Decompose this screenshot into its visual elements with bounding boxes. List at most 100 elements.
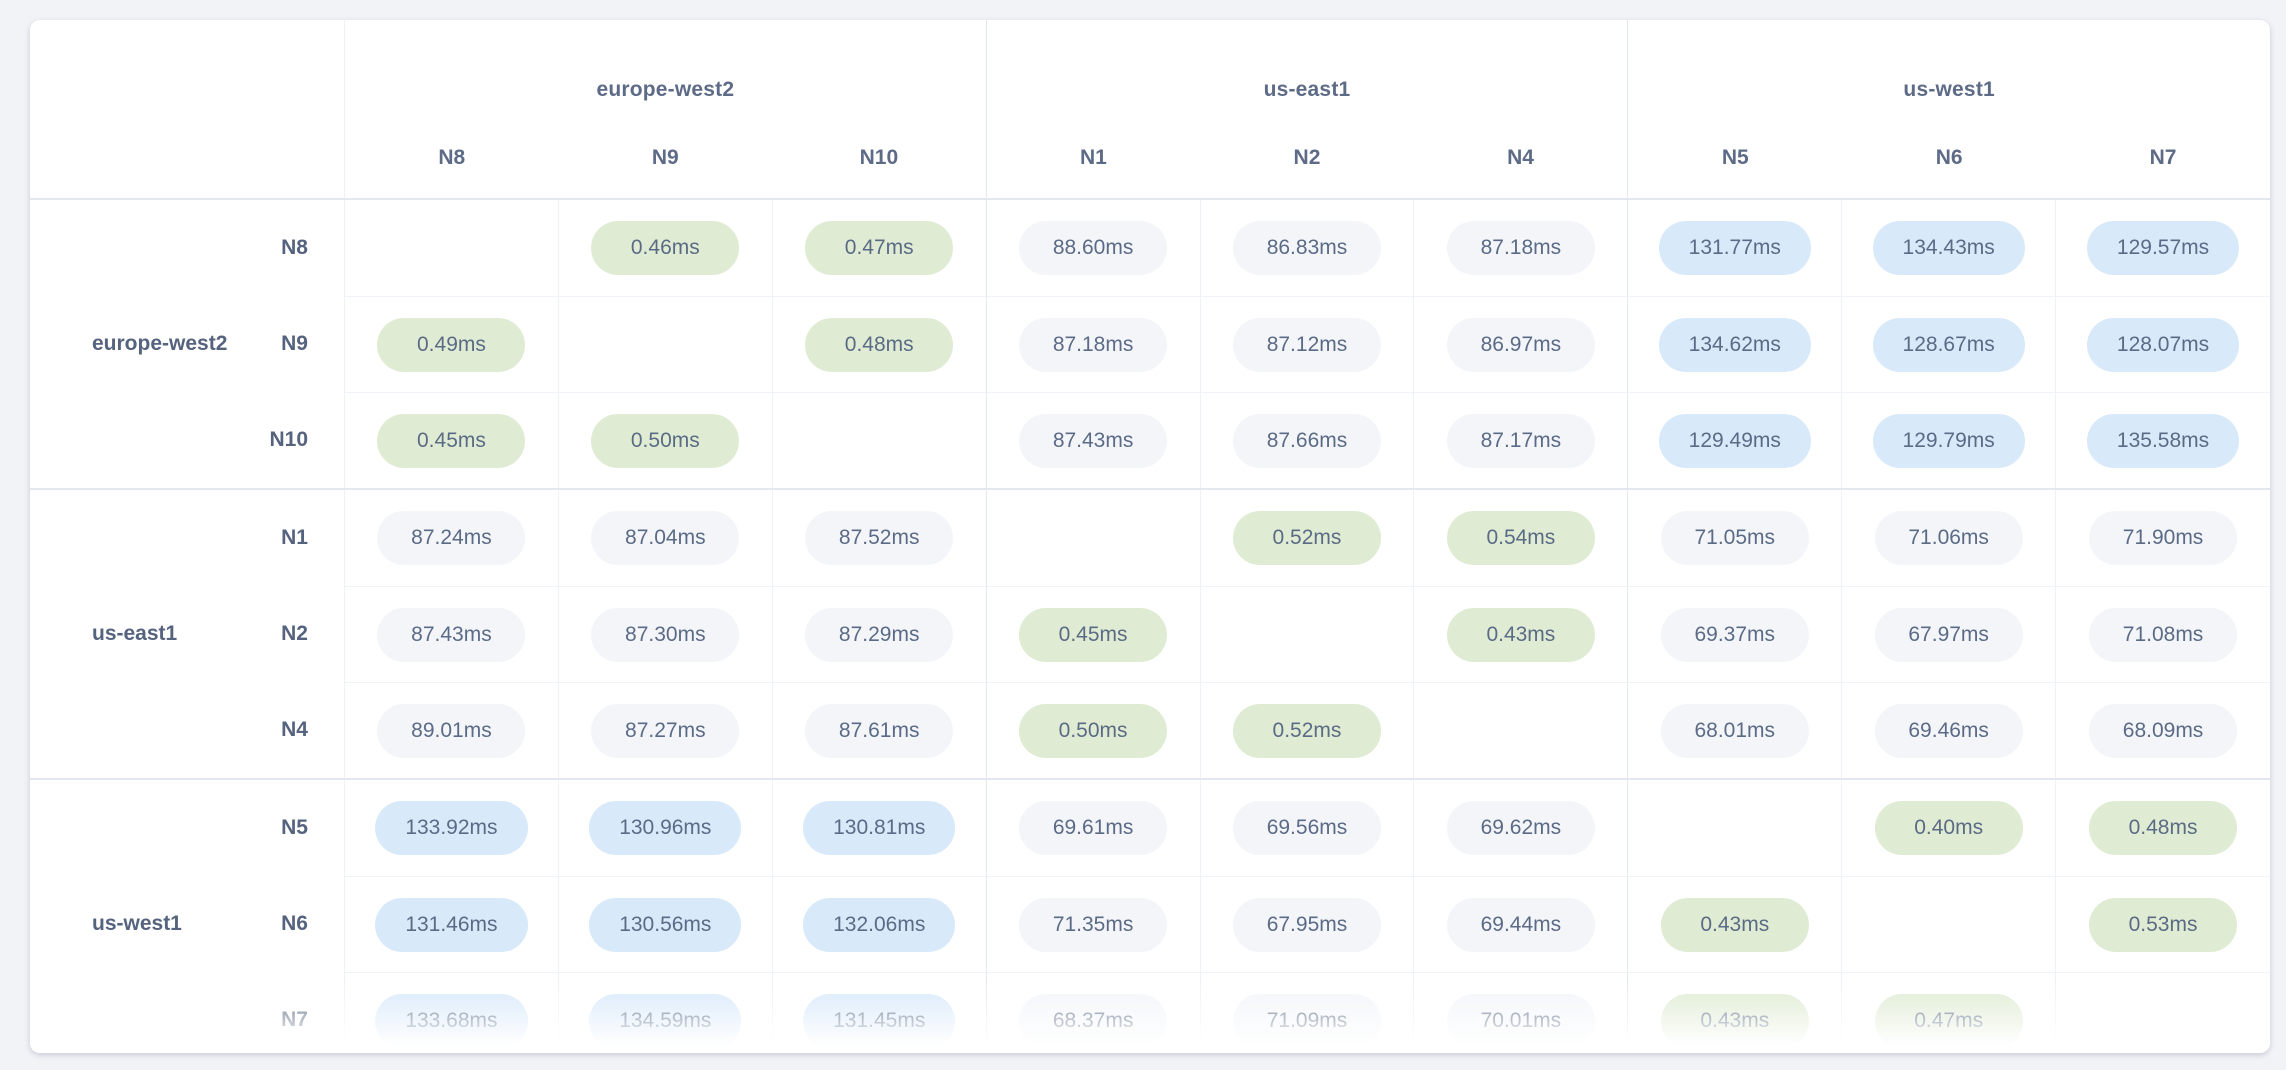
latency-pill[interactable]: 0.54ms bbox=[1446, 511, 1595, 565]
latency-pill[interactable]: 69.44ms bbox=[1446, 897, 1595, 952]
latency-cell: 71.35ms bbox=[986, 876, 1201, 972]
latency-pill[interactable]: 0.43ms bbox=[1660, 993, 1809, 1048]
latency-pill[interactable]: 69.56ms bbox=[1232, 801, 1381, 855]
latency-pill[interactable]: 87.18ms bbox=[1019, 317, 1168, 372]
latency-cell: 87.24ms bbox=[345, 490, 559, 586]
latency-pill[interactable]: 71.09ms bbox=[1232, 993, 1381, 1048]
latency-pill[interactable]: 87.29ms bbox=[805, 607, 954, 662]
latency-pill[interactable]: 0.46ms bbox=[591, 221, 740, 275]
latency-cell: 128.07ms bbox=[2056, 296, 2270, 392]
latency-pill[interactable]: 129.49ms bbox=[1658, 413, 1811, 468]
latency-cell: 69.56ms bbox=[1201, 780, 1415, 876]
column-node-row: N5 N6 N7 bbox=[1628, 146, 2270, 198]
latency-pill[interactable]: 67.97ms bbox=[1874, 607, 2023, 662]
latency-pill[interactable]: 71.08ms bbox=[2089, 607, 2238, 662]
latency-pill[interactable]: 0.48ms bbox=[2089, 801, 2238, 855]
latency-pill[interactable]: 87.30ms bbox=[591, 607, 740, 662]
latency-pill[interactable]: 135.58ms bbox=[2086, 413, 2240, 468]
latency-pill[interactable]: 68.01ms bbox=[1660, 703, 1809, 758]
matrix-body: europe-west2 N8 N9 N10 0.46ms 0.47ms 88.60ms 86… bbox=[30, 200, 2270, 1053]
latency-pill[interactable]: 134.43ms bbox=[1872, 221, 2025, 275]
latency-pill[interactable]: 87.61ms bbox=[805, 703, 954, 758]
latency-pill[interactable]: 134.62ms bbox=[1658, 317, 1811, 372]
latency-cell: 128.67ms bbox=[1842, 296, 2057, 392]
latency-cell: 68.01ms bbox=[1628, 682, 1843, 778]
latency-pill[interactable]: 71.35ms bbox=[1019, 897, 1168, 952]
latency-pill[interactable]: 69.61ms bbox=[1019, 801, 1168, 855]
latency-pill[interactable]: 88.60ms bbox=[1019, 221, 1168, 275]
latency-pill[interactable]: 130.56ms bbox=[589, 897, 742, 952]
latency-cell: 71.06ms bbox=[1842, 490, 2057, 586]
latency-pill[interactable]: 0.40ms bbox=[1874, 801, 2023, 855]
latency-pill[interactable]: 87.04ms bbox=[591, 511, 740, 565]
latency-pill[interactable]: 0.43ms bbox=[1660, 897, 1809, 952]
latency-cell: 88.60ms bbox=[987, 200, 1201, 296]
latency-pill[interactable]: 87.43ms bbox=[377, 607, 526, 662]
latency-pill[interactable]: 87.43ms bbox=[1019, 413, 1168, 468]
latency-pill[interactable]: 0.47ms bbox=[805, 221, 954, 275]
row-region-label: us-east1 bbox=[92, 622, 178, 645]
latency-cell-self bbox=[1628, 780, 1843, 876]
latency-cell: 87.17ms bbox=[1414, 392, 1629, 488]
latency-pill[interactable]: 69.46ms bbox=[1874, 703, 2023, 758]
latency-pill[interactable]: 0.45ms bbox=[1019, 607, 1168, 662]
latency-pill[interactable]: 87.27ms bbox=[591, 703, 740, 758]
latency-pill[interactable]: 0.52ms bbox=[1232, 511, 1381, 565]
latency-pill[interactable]: 129.57ms bbox=[2086, 221, 2240, 275]
latency-pill[interactable]: 0.49ms bbox=[377, 317, 526, 372]
latency-pill[interactable]: 71.05ms bbox=[1660, 511, 1809, 565]
latency-pill[interactable]: 132.06ms bbox=[803, 897, 956, 952]
latency-pill[interactable]: 86.97ms bbox=[1446, 317, 1595, 372]
latency-pill[interactable]: 68.37ms bbox=[1019, 993, 1168, 1048]
latency-pill[interactable]: 69.37ms bbox=[1660, 607, 1809, 662]
latency-cell: 87.61ms bbox=[772, 682, 987, 778]
latency-pill[interactable]: 69.62ms bbox=[1446, 801, 1595, 855]
column-node-label: N9 bbox=[651, 146, 679, 169]
latency-cell: 69.62ms bbox=[1414, 780, 1629, 876]
latency-cell: 133.92ms bbox=[345, 780, 559, 876]
latency-pill[interactable]: 133.92ms bbox=[375, 801, 528, 855]
column-group-europe-west2: europe-west2 N8 N9 N10 bbox=[345, 20, 987, 198]
latency-pill[interactable]: 131.77ms bbox=[1658, 221, 1811, 275]
latency-pill[interactable]: 89.01ms bbox=[377, 703, 526, 758]
latency-pill[interactable]: 0.53ms bbox=[2089, 897, 2238, 952]
latency-pill[interactable]: 70.01ms bbox=[1446, 993, 1595, 1048]
latency-pill[interactable]: 130.96ms bbox=[589, 801, 742, 855]
latency-pill[interactable]: 0.43ms bbox=[1446, 607, 1595, 662]
latency-pill[interactable]: 87.24ms bbox=[377, 511, 526, 565]
latency-pill[interactable]: 0.52ms bbox=[1232, 703, 1381, 758]
latency-pill[interactable]: 71.06ms bbox=[1874, 511, 2023, 565]
latency-cell: 69.44ms bbox=[1414, 876, 1629, 972]
column-node-row: N1 N2 N4 bbox=[987, 146, 1628, 198]
latency-cell: 71.05ms bbox=[1628, 490, 1843, 586]
latency-pill[interactable]: 68.09ms bbox=[2089, 703, 2238, 758]
latency-pill[interactable]: 0.50ms bbox=[591, 413, 740, 468]
latency-pill[interactable]: 0.45ms bbox=[377, 413, 526, 468]
latency-pill[interactable]: 131.46ms bbox=[375, 897, 528, 952]
latency-pill[interactable]: 133.68ms bbox=[375, 993, 528, 1048]
latency-pill[interactable]: 87.17ms bbox=[1446, 413, 1595, 468]
latency-pill[interactable]: 67.95ms bbox=[1232, 897, 1381, 952]
latency-pill[interactable]: 87.52ms bbox=[805, 511, 954, 565]
latency-pill[interactable]: 0.48ms bbox=[805, 317, 954, 372]
latency-pill[interactable]: 134.59ms bbox=[589, 993, 742, 1048]
row-group-us-east1: us-east1 N1 N2 N4 87.24ms 87.04ms 87.52ms 0.52m… bbox=[30, 488, 2270, 778]
latency-pill[interactable]: 129.79ms bbox=[1872, 413, 2025, 468]
latency-cell: 0.40ms bbox=[1842, 780, 2057, 876]
latency-cell: 131.77ms bbox=[1628, 200, 1843, 296]
latency-pill[interactable]: 128.07ms bbox=[2086, 317, 2240, 372]
latency-pill[interactable]: 71.90ms bbox=[2089, 511, 2238, 565]
row-node-label: N2 bbox=[281, 622, 308, 645]
latency-cell: 87.18ms bbox=[1414, 200, 1629, 296]
latency-pill[interactable]: 87.12ms bbox=[1232, 317, 1381, 372]
latency-pill[interactable]: 0.50ms bbox=[1019, 703, 1168, 758]
latency-pill[interactable]: 128.67ms bbox=[1872, 317, 2025, 372]
latency-pill[interactable]: 130.81ms bbox=[803, 801, 956, 855]
latency-cell: 69.46ms bbox=[1842, 682, 2057, 778]
latency-pill[interactable]: 131.45ms bbox=[803, 993, 956, 1048]
latency-pill[interactable]: 87.66ms bbox=[1232, 413, 1381, 468]
latency-cell: 68.09ms bbox=[2056, 682, 2270, 778]
latency-pill[interactable]: 87.18ms bbox=[1446, 221, 1595, 275]
latency-pill[interactable]: 0.47ms bbox=[1874, 993, 2023, 1048]
latency-pill[interactable]: 86.83ms bbox=[1232, 221, 1381, 275]
